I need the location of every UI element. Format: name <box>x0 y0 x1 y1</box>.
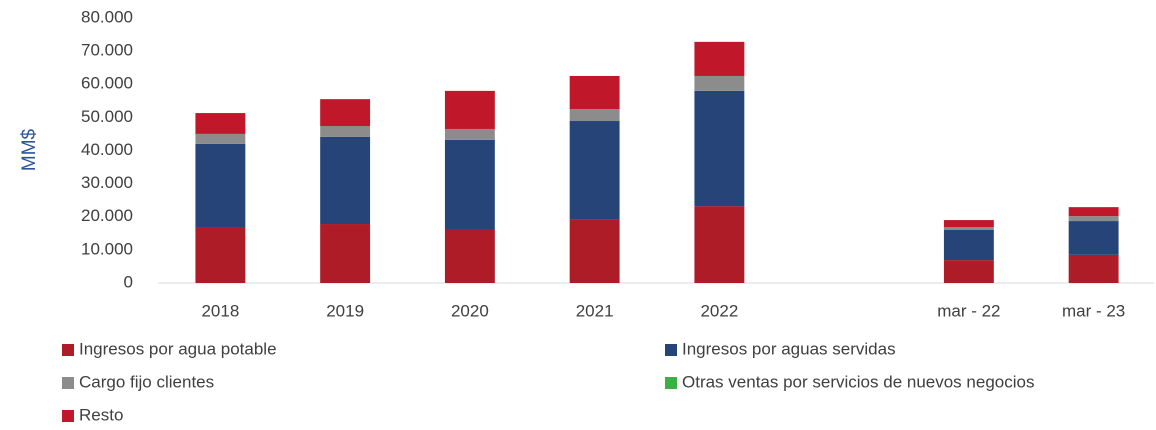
bar-segment <box>320 99 371 126</box>
y-tick-label: 0 <box>124 272 133 291</box>
bar-segment <box>569 219 620 283</box>
bar-segment <box>569 109 620 122</box>
legend-swatch <box>62 377 74 389</box>
legend-swatch <box>665 344 677 356</box>
bar-segment <box>943 220 994 228</box>
x-tick-label: mar - 23 <box>1062 301 1125 320</box>
legend-label: Otras ventas por servicios de nuevos neg… <box>682 372 1034 391</box>
bar-segment <box>569 121 620 220</box>
x-tick-label: 2018 <box>201 301 239 320</box>
bar-segment <box>694 75 745 91</box>
bar-segment <box>195 227 246 283</box>
bar-segment <box>320 136 371 225</box>
x-tick-label: 2022 <box>700 301 738 320</box>
bar-segment <box>694 90 745 207</box>
y-tick-label: 30.000 <box>81 173 133 192</box>
bar-segment <box>444 229 495 283</box>
bar-segment <box>195 113 246 134</box>
bar-segment <box>1068 254 1119 283</box>
legend-swatch <box>62 410 74 422</box>
bar-segment <box>1068 207 1119 217</box>
bar-segment <box>320 224 371 283</box>
y-tick-label: 80.000 <box>81 7 133 26</box>
y-tick-label: 60.000 <box>81 74 133 93</box>
legend-label: Resto <box>79 405 123 424</box>
y-tick-label: 10.000 <box>81 239 133 258</box>
bar-segment <box>1068 221 1119 255</box>
legend-swatch <box>665 377 677 389</box>
y-tick-label: 40.000 <box>81 140 133 159</box>
y-axis-title: MM$ <box>19 128 40 171</box>
bar-segment <box>694 41 745 76</box>
bar-segment <box>943 227 994 230</box>
x-tick-label: 2021 <box>576 301 614 320</box>
bar-segment <box>444 139 495 230</box>
bar-segment <box>444 90 495 129</box>
bar-segment <box>444 128 495 140</box>
y-tick-label: 70.000 <box>81 41 133 60</box>
bar-segment <box>943 260 994 283</box>
bar-segment <box>943 230 994 261</box>
bar-segment <box>1068 216 1119 222</box>
bar-segment <box>694 206 745 283</box>
y-tick-label: 50.000 <box>81 107 133 126</box>
legend-label: Ingresos por aguas servidas <box>682 339 896 358</box>
x-tick-label: mar - 22 <box>937 301 1000 320</box>
bar-segment <box>195 133 246 144</box>
bar-segment <box>320 125 371 137</box>
legend-label: Cargo fijo clientes <box>79 372 214 391</box>
x-tick-label: 2020 <box>451 301 489 320</box>
bar-segment <box>569 75 620 110</box>
legend-label: Ingresos por agua potable <box>79 339 277 358</box>
legend-swatch <box>62 344 74 356</box>
y-tick-label: 20.000 <box>81 206 133 225</box>
x-tick-label: 2019 <box>326 301 364 320</box>
bar-segment <box>195 143 246 228</box>
